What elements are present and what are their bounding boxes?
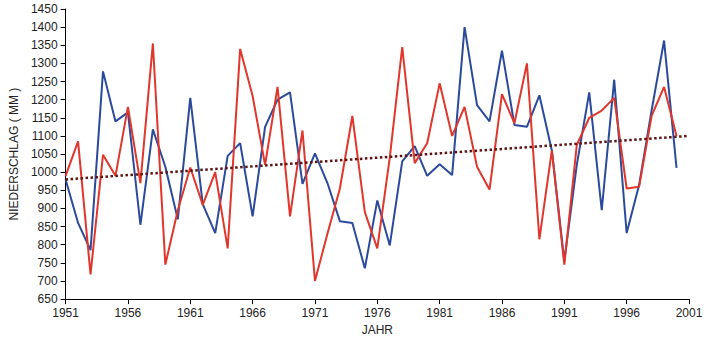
- svg-text:750: 750: [38, 256, 58, 270]
- svg-text:1956: 1956: [115, 306, 142, 320]
- svg-text:1981: 1981: [426, 306, 453, 320]
- svg-text:NIEDERSCHLAG ( MM ): NIEDERSCHLAG ( MM ): [7, 88, 21, 221]
- svg-text:800: 800: [38, 238, 58, 252]
- svg-text:2001: 2001: [676, 306, 703, 320]
- svg-text:1200: 1200: [31, 93, 58, 107]
- svg-text:1300: 1300: [31, 56, 58, 70]
- svg-text:1100: 1100: [32, 129, 58, 143]
- svg-text:1976: 1976: [364, 306, 391, 320]
- svg-text:1991: 1991: [551, 306, 578, 320]
- svg-text:950: 950: [38, 183, 58, 197]
- svg-text:1986: 1986: [489, 306, 516, 320]
- svg-text:1996: 1996: [613, 306, 640, 320]
- svg-text:1966: 1966: [239, 306, 266, 320]
- svg-text:1400: 1400: [31, 20, 58, 34]
- svg-text:900: 900: [38, 201, 58, 215]
- svg-text:1000: 1000: [31, 165, 58, 179]
- svg-text:1450: 1450: [31, 2, 58, 16]
- svg-text:1971: 1971: [302, 306, 329, 320]
- svg-text:1150: 1150: [32, 111, 58, 125]
- svg-text:700: 700: [38, 274, 58, 288]
- svg-text:1250: 1250: [31, 75, 58, 89]
- svg-text:1350: 1350: [31, 38, 58, 52]
- svg-text:JAHR: JAHR: [362, 323, 394, 337]
- svg-text:650: 650: [38, 292, 58, 306]
- svg-text:1961: 1961: [177, 306, 204, 320]
- svg-text:1951: 1951: [52, 306, 79, 320]
- svg-text:1050: 1050: [31, 147, 58, 161]
- svg-text:850: 850: [38, 220, 58, 234]
